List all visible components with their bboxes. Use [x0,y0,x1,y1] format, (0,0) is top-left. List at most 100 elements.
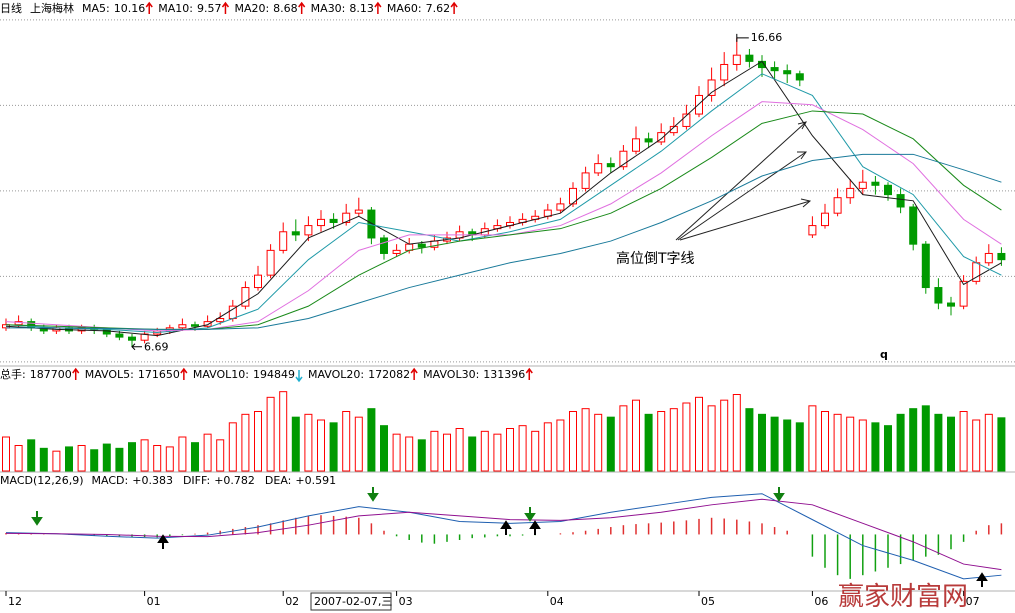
volume-bar [254,411,262,472]
volume-bar [984,413,993,472]
candle-body [921,243,930,289]
volume-bar [569,411,577,472]
candle-body [128,336,136,341]
mavol-value: 131396 [483,368,525,381]
volume-bar [102,443,111,472]
candle-body [569,187,577,205]
volume-bar [90,449,99,472]
high-label: 16.66 [751,31,783,44]
candle-body [745,54,754,62]
cursor-box [310,592,392,611]
volume-bar [39,447,48,472]
x-tick-label: 12 [8,595,22,608]
volume-bar [354,416,363,472]
low-label: 6.69 [144,341,169,354]
candle-body [934,287,943,304]
candle-body [959,280,968,307]
candle-body [342,212,351,223]
ma-line [6,153,1002,330]
volume-bar [972,419,981,472]
volume-bar [178,436,187,472]
volume-bar [997,417,1006,472]
volume-bar [669,408,678,472]
candle-body [304,225,313,236]
candle-body [216,318,225,323]
x-tick-label: 04 [550,595,564,608]
volume-bar [2,436,10,472]
trend-arrow [145,1,153,14]
candle-body [279,231,288,251]
signal-arrow [367,487,379,502]
volume-bar [279,391,288,472]
volume-bar [871,422,880,472]
candle-body [266,249,275,276]
x-tick-label: 03 [399,595,413,608]
legend-label: MA20: [234,2,269,15]
macd-title: MACD(12,26,9) [0,474,84,487]
annotation: 高位倒T字线 [616,250,695,267]
candle-body [619,150,628,168]
legend-label: MA30: [311,2,346,15]
candle-body [632,138,640,152]
candle-body [657,132,666,143]
volume-bar [443,433,451,472]
mavol-value: 194849 [253,368,295,381]
volume-bar [191,442,199,472]
x-tick-label: 01 [147,595,161,608]
volume-bar [619,405,628,472]
candle-body [984,252,993,264]
candle-body [833,197,842,214]
candle-body [858,181,867,189]
volume-bar [52,450,61,472]
candle-body [329,218,338,223]
watermark: 赢家财富网 [838,582,968,612]
period: 日线 [0,1,22,15]
volume-bar [745,408,754,472]
x-tick-label: 07 [966,595,980,608]
volume-bar [417,439,426,472]
volume-bar [632,399,640,472]
ma-line [5,60,1002,337]
macd-value: +0.782 [214,474,255,487]
volume-bar [518,425,527,472]
legend-value: 10.16 [114,2,146,15]
volume-bar [304,413,313,472]
candle-body [896,194,905,208]
candle-body [392,249,401,254]
mavol-label: MAVOL10: [193,368,249,381]
label-pointer [736,33,749,42]
volume-value: 187700 [30,368,72,381]
candle-body [707,79,716,96]
volume-bar [959,411,968,472]
candle-body [884,184,892,196]
candle-body [191,324,199,327]
candle-body [380,237,388,254]
volume-bar [682,402,691,472]
volume-bar [241,413,250,472]
annotation-arrows [675,121,812,241]
volume-bar [783,419,792,472]
volume-bar [329,422,338,472]
volume-bar [947,416,955,472]
candle-body [291,231,300,236]
volume-bar [543,422,552,472]
trend-arrow [410,367,418,380]
signal-arrow [500,520,512,535]
candle-body [644,138,653,143]
volume-bar [732,394,741,472]
candle-body [795,73,804,81]
trend-arrow [450,1,458,14]
volume-bar [770,416,779,472]
volume-bar [455,428,464,472]
volume-bar [266,396,275,472]
candle-body [581,172,590,189]
macd-value: +0.383 [132,474,173,487]
volume-bar [921,405,930,472]
candle-body [317,218,325,227]
macd-label: DIFF: [183,474,210,487]
volume-bar [594,413,603,472]
volume-bar [115,447,124,472]
trend-arrow [72,367,80,380]
volume-bar [367,408,376,472]
